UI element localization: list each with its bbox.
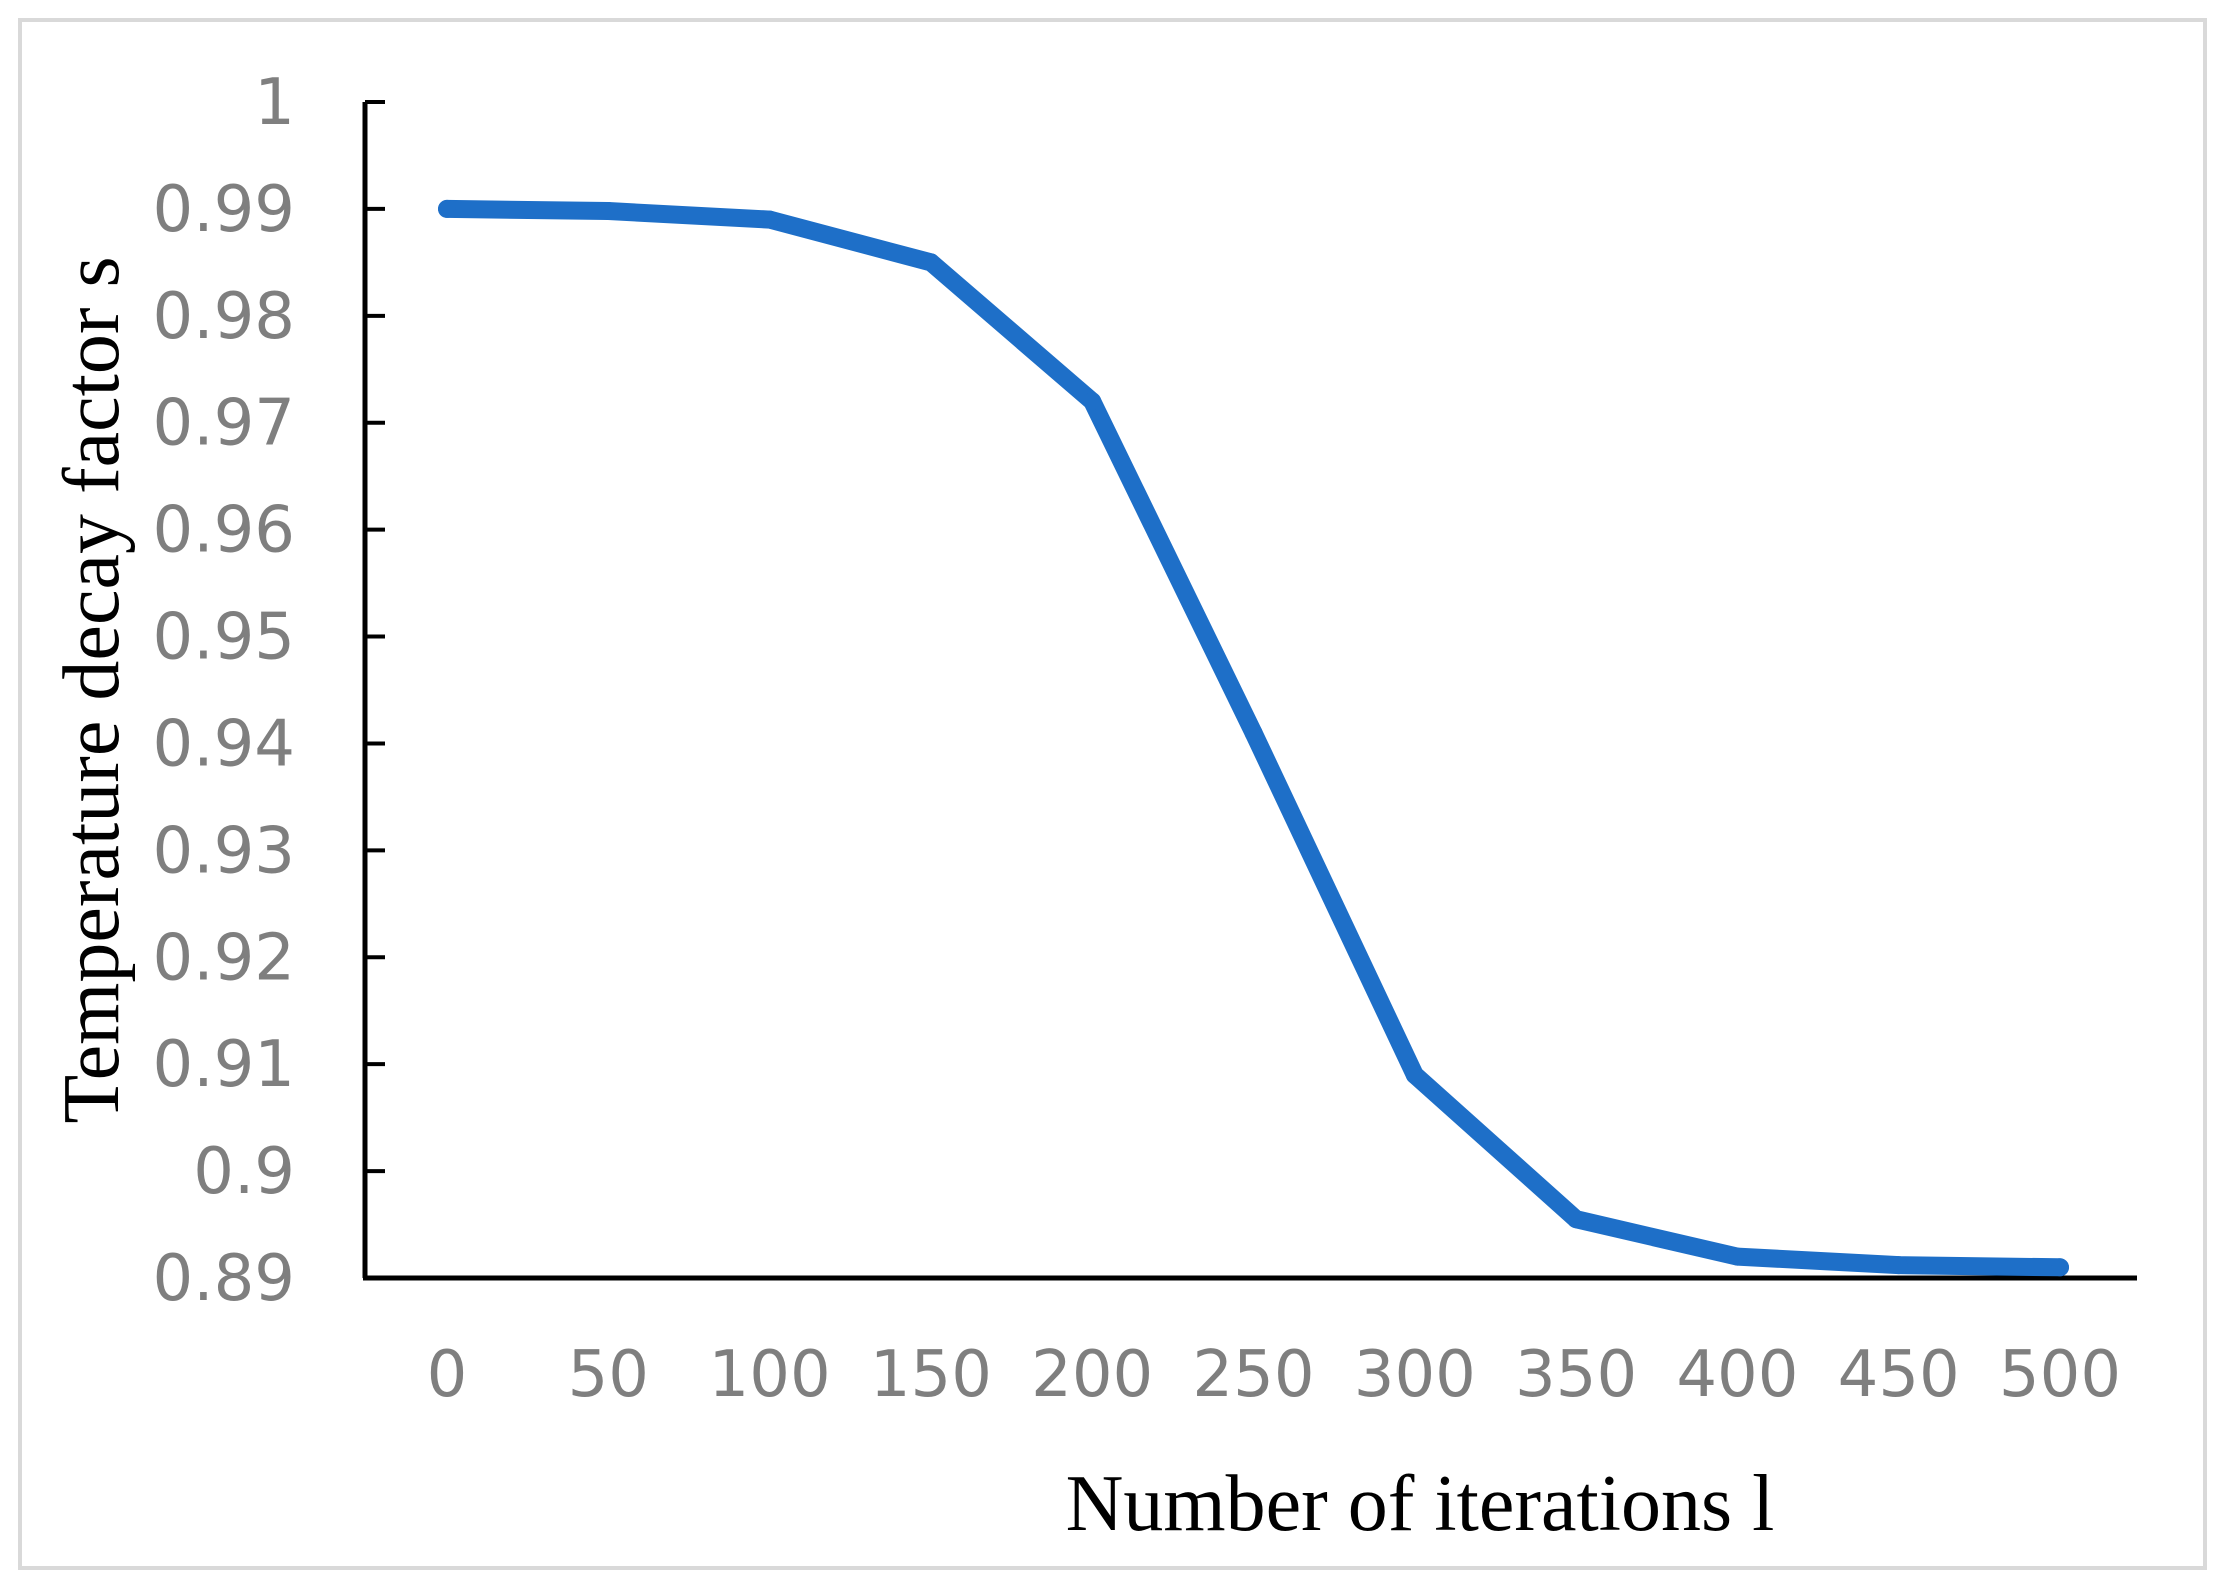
y-tick-label: 1 xyxy=(254,66,295,140)
y-ticks: 0.89 0.9 0.91 0.92 0.93 0.94 0.95 0.96 0.97 0.98 0… xyxy=(153,66,385,1316)
data-point xyxy=(1083,392,1102,411)
y-tick-label: 0.95 xyxy=(153,601,296,675)
x-tick-label: 400 xyxy=(1676,1338,1798,1412)
x-ticks: 0 50 100 150 200 250 300 350 400 450 500 xyxy=(427,1338,2121,1412)
data-point xyxy=(760,210,779,229)
x-tick-label: 50 xyxy=(568,1338,649,1412)
data-point xyxy=(2051,1258,2069,1277)
chart-border xyxy=(18,18,2207,1570)
data-point xyxy=(1728,1247,1747,1266)
y-axis-title: Temperature decay factor s xyxy=(48,256,136,1123)
x-tick-label: 250 xyxy=(1192,1338,1314,1412)
data-point xyxy=(921,253,940,272)
x-tick-label: 450 xyxy=(1838,1338,1960,1412)
y-tick-label: 0.98 xyxy=(153,280,296,354)
data-point xyxy=(1889,1256,1908,1275)
x-tick-label: 0 xyxy=(427,1338,468,1412)
y-tick-label: 0.99 xyxy=(153,173,296,247)
x-tick-label: 500 xyxy=(1999,1338,2121,1412)
data-point xyxy=(599,202,618,221)
x-tick-label: 150 xyxy=(870,1338,992,1412)
x-tick-label: 200 xyxy=(1031,1338,1153,1412)
series-layer xyxy=(438,199,2069,1277)
y-tick-label: 0.97 xyxy=(153,387,296,461)
y-tick-label: 0.91 xyxy=(153,1028,296,1102)
x-tick-label: 350 xyxy=(1515,1338,1637,1412)
y-tick-label: 0.96 xyxy=(153,494,296,568)
data-point xyxy=(1405,1065,1424,1084)
data-point xyxy=(1567,1210,1586,1229)
data-point xyxy=(1244,723,1263,742)
data-point xyxy=(438,199,456,218)
y-tick-label: 0.92 xyxy=(153,921,296,995)
x-tick-label: 100 xyxy=(709,1338,831,1412)
y-tick-label: 0.9 xyxy=(193,1135,295,1209)
y-tick-label: 0.93 xyxy=(153,814,296,888)
x-axis-title: Number of iterations l xyxy=(1066,1460,1775,1548)
x-tick-label: 300 xyxy=(1354,1338,1476,1412)
y-tick-label: 0.94 xyxy=(153,707,296,781)
y-tick-label: 0.89 xyxy=(153,1242,296,1316)
